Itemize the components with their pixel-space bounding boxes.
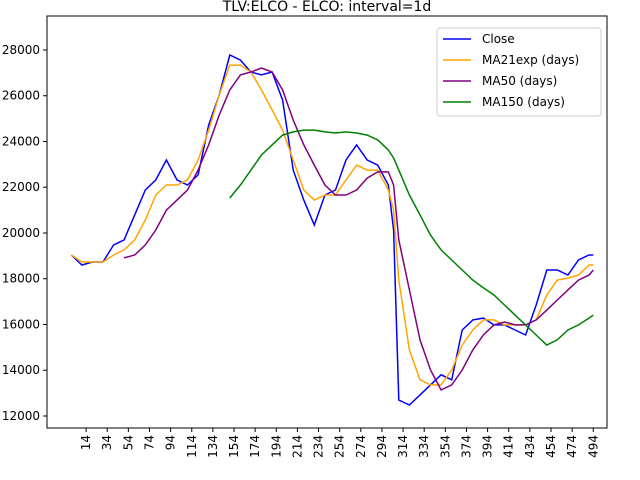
x-tick-label: 194 xyxy=(269,435,283,458)
y-tick-label: 20000 xyxy=(2,226,40,240)
y-tick-label: 12000 xyxy=(2,409,40,423)
x-tick-label: 214 xyxy=(290,435,304,458)
series-line xyxy=(123,67,594,391)
y-tick-label: 26000 xyxy=(2,89,40,103)
x-tick-label: 74 xyxy=(142,435,156,450)
legend-label: MA50 (days) xyxy=(482,74,557,88)
x-tick-label: 474 xyxy=(565,435,579,458)
y-tick-label: 22000 xyxy=(2,180,40,194)
x-tick-label: 314 xyxy=(396,435,410,458)
x-tick-label: 434 xyxy=(523,435,537,458)
plot-frame xyxy=(46,15,608,429)
x-tick-label: 494 xyxy=(586,435,600,458)
x-tick-label: 454 xyxy=(544,435,558,458)
series-line xyxy=(70,64,594,386)
y-tick-label: 14000 xyxy=(2,363,40,377)
x-tick-label: 374 xyxy=(459,435,473,458)
chart-title: TLV:ELCO - ELCO: interval=1d xyxy=(222,0,432,15)
x-tick-label: 414 xyxy=(502,435,516,458)
y-tick-label: 16000 xyxy=(2,317,40,331)
series-line xyxy=(229,129,594,347)
x-tick-label: 334 xyxy=(417,435,431,458)
legend-label: MA21exp (days) xyxy=(482,53,579,67)
x-tick-label: 274 xyxy=(354,435,368,458)
x-tick-label: 114 xyxy=(185,435,199,458)
x-tick-label: 14 xyxy=(79,435,93,450)
legend-box xyxy=(436,27,602,117)
x-tick-label: 254 xyxy=(333,435,347,458)
x-tick-label: 154 xyxy=(227,435,241,458)
x-tick-label: 54 xyxy=(121,435,135,450)
x-tick-label: 354 xyxy=(438,435,452,458)
x-tick-label: 234 xyxy=(312,435,326,458)
y-tick-label: 24000 xyxy=(2,134,40,148)
x-tick-label: 174 xyxy=(248,435,262,458)
x-tick-label: 134 xyxy=(206,435,220,458)
x-tick-label: 94 xyxy=(164,435,178,450)
x-tick-label: 394 xyxy=(481,435,495,458)
series-line xyxy=(70,53,594,406)
x-tick-label: 294 xyxy=(375,435,389,458)
y-tick-label: 18000 xyxy=(2,272,40,286)
y-tick-label: 28000 xyxy=(2,43,40,57)
legend-label: Close xyxy=(482,32,515,46)
legend-label: MA150 (days) xyxy=(482,95,565,109)
x-tick-label: 34 xyxy=(100,435,114,450)
